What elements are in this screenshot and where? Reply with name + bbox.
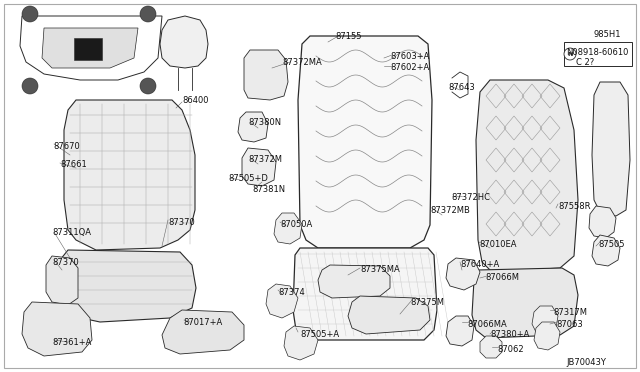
Polygon shape <box>293 248 437 340</box>
Polygon shape <box>589 206 616 238</box>
Polygon shape <box>58 250 196 322</box>
Polygon shape <box>46 256 78 305</box>
Text: 87066MA: 87066MA <box>467 320 507 329</box>
Text: 87062: 87062 <box>497 345 524 354</box>
Text: 87372MB: 87372MB <box>430 206 470 215</box>
Text: 87602+A: 87602+A <box>390 63 429 72</box>
Text: 87505: 87505 <box>598 240 625 249</box>
Text: 87063: 87063 <box>556 320 583 329</box>
Polygon shape <box>534 322 560 350</box>
Polygon shape <box>446 258 480 290</box>
Polygon shape <box>480 336 502 358</box>
Text: 87505+D: 87505+D <box>228 174 268 183</box>
Polygon shape <box>298 36 432 248</box>
Text: 87670: 87670 <box>53 142 80 151</box>
Bar <box>74 38 102 60</box>
Polygon shape <box>266 284 298 318</box>
Text: 87374: 87374 <box>278 288 305 297</box>
Text: 87370: 87370 <box>52 258 79 267</box>
Text: N: N <box>567 51 573 57</box>
Text: 87643: 87643 <box>448 83 475 92</box>
Text: 87640+A: 87640+A <box>460 260 499 269</box>
Polygon shape <box>22 302 92 356</box>
Text: 985H1: 985H1 <box>593 30 621 39</box>
Text: 86400: 86400 <box>182 96 209 105</box>
Text: 87375M: 87375M <box>410 298 444 307</box>
Polygon shape <box>238 112 268 142</box>
Text: 87372MA: 87372MA <box>282 58 322 67</box>
Text: 87017+A: 87017+A <box>183 318 222 327</box>
Circle shape <box>22 6 38 22</box>
Polygon shape <box>318 265 390 298</box>
Circle shape <box>140 6 156 22</box>
Text: 87381N: 87381N <box>252 185 285 194</box>
Circle shape <box>564 48 576 60</box>
Polygon shape <box>472 268 578 338</box>
Text: 87505+A: 87505+A <box>300 330 339 339</box>
Polygon shape <box>20 16 162 80</box>
Text: 87661: 87661 <box>60 160 87 169</box>
Polygon shape <box>42 28 138 68</box>
Circle shape <box>140 78 156 94</box>
Text: 87603+A: 87603+A <box>390 52 429 61</box>
Text: 87361+A: 87361+A <box>52 338 92 347</box>
Polygon shape <box>244 50 288 100</box>
Text: 87375MA: 87375MA <box>360 265 400 274</box>
Bar <box>564 42 632 66</box>
Polygon shape <box>64 100 195 250</box>
Polygon shape <box>242 148 276 186</box>
Polygon shape <box>592 82 630 216</box>
Text: 87558R: 87558R <box>558 202 591 211</box>
Polygon shape <box>162 310 244 354</box>
Text: N08918-60610: N08918-60610 <box>566 48 628 57</box>
Polygon shape <box>532 306 558 334</box>
Polygon shape <box>160 16 208 68</box>
Text: JB70043Y: JB70043Y <box>566 358 606 367</box>
Text: 87380N: 87380N <box>248 118 281 127</box>
Polygon shape <box>284 326 318 360</box>
Text: 87380+A: 87380+A <box>490 330 529 339</box>
Polygon shape <box>348 296 430 334</box>
Text: 87311QA: 87311QA <box>52 228 91 237</box>
Polygon shape <box>274 213 302 244</box>
Circle shape <box>22 78 38 94</box>
Text: 87370: 87370 <box>168 218 195 227</box>
Text: C 2?: C 2? <box>576 58 595 67</box>
Polygon shape <box>446 316 474 346</box>
Text: 87317M: 87317M <box>553 308 587 317</box>
Text: 87155: 87155 <box>335 32 362 41</box>
Text: 87372M: 87372M <box>248 155 282 164</box>
Text: 87066M: 87066M <box>485 273 519 282</box>
Polygon shape <box>592 235 620 266</box>
Text: 87050A: 87050A <box>280 220 312 229</box>
Polygon shape <box>476 80 578 272</box>
Text: 87010EA: 87010EA <box>479 240 516 249</box>
Text: 87372HC: 87372HC <box>451 193 490 202</box>
